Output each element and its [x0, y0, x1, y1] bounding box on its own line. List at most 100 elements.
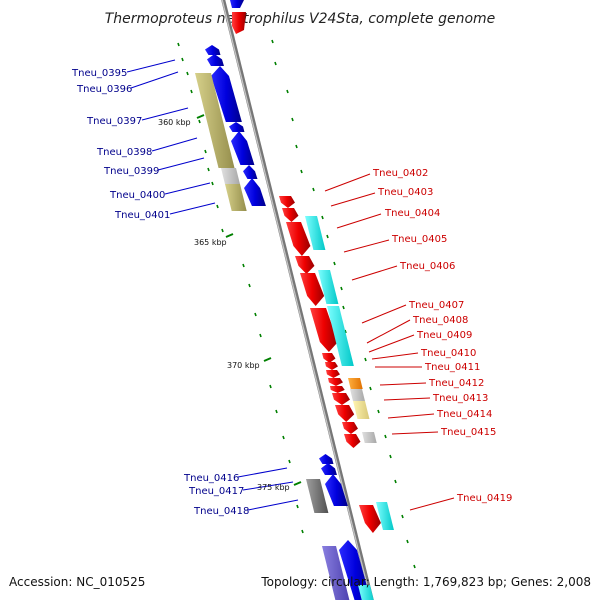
gene-arrow-reverse: [328, 378, 343, 386]
major-tick: [196, 114, 205, 119]
gene-arrow-reverse: [279, 196, 295, 208]
tick-outer: [295, 144, 298, 149]
cog-band-khaki: [225, 184, 247, 211]
gene-arrow-reverse: [282, 208, 299, 222]
gene-arrow-reverse: [322, 353, 336, 363]
gene-label-right[interactable]: Tneu_0405: [391, 234, 447, 245]
gene-arrow-forward: [321, 463, 337, 475]
major-tick: [293, 481, 302, 486]
gene-label-left[interactable]: Tneu_0401: [114, 210, 170, 221]
leader-line-left: [126, 59, 176, 73]
leader-line-right: [343, 239, 390, 253]
gene-arrow-forward: [229, 122, 245, 132]
tick-inner: [211, 181, 214, 186]
leader-line-right: [324, 173, 371, 192]
gene-label-right[interactable]: Tneu_0412: [428, 378, 484, 389]
gene-arrow-reverse: [332, 393, 350, 405]
leader-line-left: [164, 182, 211, 195]
gene-label-right[interactable]: Tneu_0415: [440, 427, 496, 438]
diagram-title: Thermoproteus neutrophilus V24Sta, compl…: [105, 11, 496, 27]
tick-inner: [186, 71, 189, 76]
tick-inner: [296, 504, 299, 509]
tick-inner: [301, 529, 304, 534]
gene-label-left[interactable]: Tneu_0416: [183, 473, 239, 484]
gene-label-right[interactable]: Tneu_0403: [377, 187, 433, 198]
gene-arrow-reverse: [359, 505, 381, 533]
gene-label-right[interactable]: Tneu_0410: [420, 348, 476, 359]
major-tick: [263, 357, 272, 362]
leader-line-left: [141, 107, 189, 121]
gene-label-right[interactable]: Tneu_0404: [384, 208, 440, 219]
tick-outer: [406, 539, 409, 544]
tick-outer: [271, 39, 274, 44]
gene-label-left[interactable]: Tneu_0400: [109, 190, 165, 201]
leader-line-left: [247, 499, 299, 511]
tick-inner: [216, 204, 219, 209]
gene-label-left[interactable]: Tneu_0395: [71, 68, 127, 79]
genome-backbone: [221, 0, 375, 605]
tick-inner: [288, 459, 291, 464]
gene-arrow-reverse: [342, 422, 358, 434]
gene-label-right[interactable]: Tneu_0409: [416, 330, 472, 341]
leader-line-right: [361, 304, 407, 324]
tick-outer: [364, 357, 367, 362]
gene-label-left[interactable]: Tneu_0417: [188, 486, 244, 497]
genome-summary-text: Topology: circular; Length: 1,769,823 bp…: [260, 575, 591, 589]
leader-line-right: [371, 352, 419, 360]
cog-band-paleyellow: [353, 401, 370, 419]
tick-inner: [198, 119, 201, 124]
leader-line-left: [130, 71, 179, 89]
gene-label-right[interactable]: Tneu_0408: [412, 315, 468, 326]
leader-line-right: [387, 413, 435, 419]
kbp-tick-marks: [177, 39, 416, 569]
gene-label-right[interactable]: Tneu_0406: [399, 261, 455, 272]
gene-label-left[interactable]: Tneu_0397: [86, 116, 142, 127]
scale-label-365: 365 kbp: [194, 238, 227, 247]
gene-arrow-reverse: [300, 273, 325, 306]
major-tick: [225, 233, 234, 238]
scale-label-375: 375 kbp: [257, 483, 290, 492]
tick-inner: [259, 333, 262, 338]
gene-label-left[interactable]: Tneu_0418: [193, 506, 249, 517]
tick-outer: [342, 305, 345, 310]
tick-outer: [300, 169, 303, 174]
gene-arrow-reverse: [326, 370, 340, 378]
leader-line-right: [330, 192, 376, 207]
gene-arrow-reverse: [286, 222, 311, 256]
gene-label-right[interactable]: Tneu_0419: [456, 493, 512, 504]
gene-arrow-forward: [211, 66, 242, 122]
gene-label-right[interactable]: Tneu_0407: [408, 300, 464, 311]
cog-band-cyan: [376, 502, 394, 530]
gene-arrow-forward: [231, 131, 255, 165]
gene-arrow-reverse: [310, 308, 338, 352]
leader-line-right: [391, 431, 439, 435]
gene-arrow-forward: [319, 454, 334, 464]
leader-line-right: [336, 213, 382, 229]
gene-label-right[interactable]: Tneu_0414: [436, 409, 492, 420]
tick-inner: [254, 312, 257, 317]
leader-line-right: [351, 265, 398, 281]
gene-label-left[interactable]: Tneu_0396: [76, 84, 132, 95]
gene-label-left[interactable]: Tneu_0399: [103, 166, 159, 177]
tick-outer: [413, 564, 416, 569]
leader-line-right: [409, 497, 455, 511]
tick-inner: [269, 384, 272, 389]
cog-band-gray: [306, 479, 329, 513]
tick-outer: [369, 386, 372, 391]
tick-inner: [190, 89, 193, 94]
tick-outer: [384, 434, 387, 439]
gene-label-right[interactable]: Tneu_0402: [372, 168, 428, 179]
gene-label-left[interactable]: Tneu_0398: [96, 147, 152, 158]
tick-outer: [389, 454, 392, 459]
cog-band-cyan: [327, 306, 354, 366]
leader-line-right: [366, 319, 411, 344]
gene-feature-top: [230, 0, 244, 8]
gene-arrow-reverse: [344, 434, 361, 448]
tick-inner: [282, 435, 285, 440]
tick-inner: [221, 228, 224, 233]
gene-label-right[interactable]: Tneu_0411: [424, 362, 480, 373]
gene-arrow-forward: [244, 178, 266, 206]
gene-label-right[interactable]: Tneu_0413: [432, 393, 488, 404]
gene-feature-top-red: [232, 12, 246, 34]
